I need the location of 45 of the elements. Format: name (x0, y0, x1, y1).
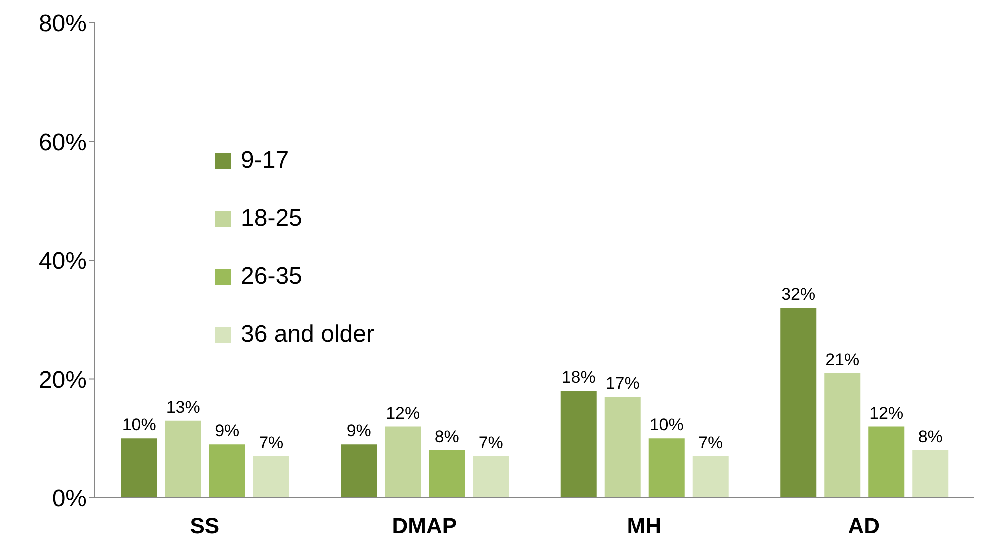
bar (429, 450, 466, 498)
data-label: 7% (259, 433, 284, 452)
bar (648, 438, 685, 498)
bar (121, 438, 158, 498)
data-label: 12% (386, 404, 420, 423)
bar (692, 456, 729, 498)
legend-label: 9-17 (241, 147, 290, 175)
y-tick-label: 40% (38, 248, 87, 276)
data-label: 17% (606, 374, 640, 394)
data-label: 21% (826, 350, 860, 370)
bar (385, 426, 422, 498)
data-label: 10% (650, 416, 684, 435)
bar (560, 391, 597, 498)
bar (253, 456, 290, 498)
legend-label: 36 and older (241, 321, 374, 349)
data-label: 18% (562, 368, 596, 388)
bar (824, 373, 861, 498)
data-label: 10% (122, 416, 156, 435)
x-tick-label: MH (627, 514, 662, 539)
legend-label: 18-25 (241, 205, 302, 233)
bar (165, 420, 202, 498)
data-label: 13% (166, 398, 200, 417)
data-label: 12% (870, 404, 904, 423)
data-label: 9% (346, 422, 372, 441)
bar (473, 456, 510, 498)
data-label: 9% (215, 422, 240, 441)
bar (780, 308, 817, 498)
x-tick-label: SS (190, 514, 220, 539)
data-label: 8% (918, 428, 943, 446)
data-label: 32% (782, 285, 816, 304)
x-tick-label: DMAP (392, 514, 458, 539)
bar (209, 444, 246, 498)
bar (912, 450, 949, 498)
x-tick-label: AD (848, 514, 880, 539)
legend-label: 26-35 (241, 263, 302, 291)
data-label: 7% (478, 433, 504, 452)
bar (604, 397, 641, 498)
bar (868, 426, 905, 498)
data-label: 7% (698, 433, 724, 452)
y-tick-label: 0% (52, 486, 87, 513)
bar (341, 444, 378, 498)
data-label: 8% (434, 428, 460, 446)
y-tick-label: 80% (38, 10, 87, 38)
y-tick-label: 20% (38, 366, 87, 394)
y-tick-label: 60% (38, 129, 87, 156)
